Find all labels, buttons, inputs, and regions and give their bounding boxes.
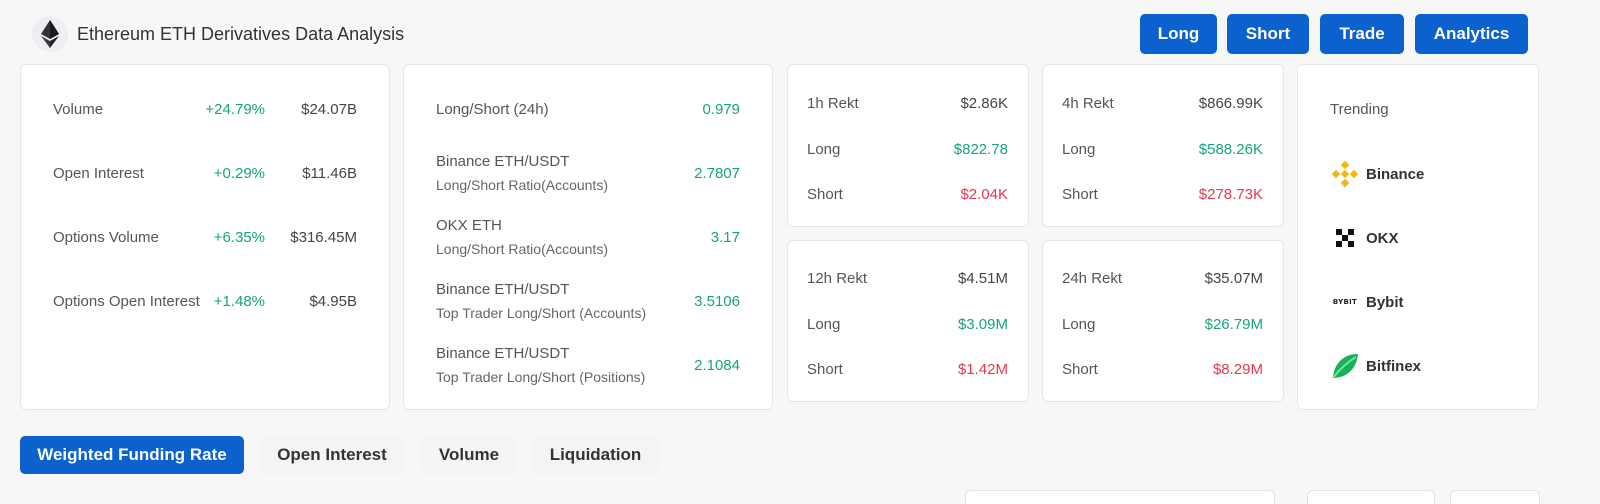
control-panel	[965, 490, 1275, 504]
bybit-icon: BYBIT	[1332, 298, 1358, 306]
page-title: Ethereum ETH Derivatives Data Analysis	[77, 24, 405, 44]
control-panel	[1307, 490, 1435, 504]
trending-title: Trending	[1330, 101, 1389, 118]
trending-item-binance[interactable]: Binance	[1330, 159, 1424, 189]
trending-item-bitfinex[interactable]: Bitfinex	[1330, 351, 1421, 381]
short-button[interactable]: Short	[1227, 14, 1309, 54]
trending-card: Trending Binance	[1297, 64, 1539, 410]
tab-open-interest[interactable]: Open Interest	[259, 436, 405, 474]
trending-item-bybit[interactable]: BYBIT Bybit	[1330, 287, 1404, 317]
tab-liquidation[interactable]: Liquidation	[532, 436, 659, 474]
trade-button[interactable]: Trade	[1320, 14, 1404, 54]
ethereum-icon	[32, 16, 68, 52]
okx-icon	[1330, 223, 1360, 253]
rekt-12h-card: 12h Rekt $4.51M Long $3.09M Short $1.42M	[787, 240, 1029, 402]
trending-item-okx[interactable]: OKX	[1330, 223, 1399, 253]
ratio-row: Binance ETH/USDT Long/Short Ratio(Accoun…	[436, 153, 740, 193]
tab-volume[interactable]: Volume	[421, 436, 517, 474]
tab-weighted-funding-rate[interactable]: Weighted Funding Rate	[20, 436, 244, 474]
binance-icon	[1330, 159, 1360, 189]
ratio-row: OKX ETH Long/Short Ratio(Accounts) 3.17	[436, 217, 740, 257]
rekt-24h-card: 24h Rekt $35.07M Long $26.79M Short $8.29M	[1042, 240, 1284, 402]
analytics-button[interactable]: Analytics	[1415, 14, 1528, 54]
market-stats-card: Volume +24.79% $24.07B Open Interest +0.…	[20, 64, 390, 410]
control-panel	[1450, 490, 1540, 504]
bitfinex-icon	[1330, 351, 1360, 381]
long-button[interactable]: Long	[1140, 14, 1217, 54]
rekt-4h-card: 4h Rekt $866.99K Long $588.26K Short $278.7…	[1042, 64, 1284, 227]
page-header: Ethereum ETH Derivatives Data Analysis	[32, 14, 1562, 58]
ratio-row: Binance ETH/USDT Top Trader Long/Short (…	[436, 281, 740, 321]
long-short-ratio-card: Long/Short (24h) 0.979 Binance ETH/USDT …	[403, 64, 773, 410]
ratio-row: Binance ETH/USDT Top Trader Long/Short (…	[436, 345, 740, 385]
rekt-1h-card: 1h Rekt $2.86K Long $822.78 Short $2.04K	[787, 64, 1029, 227]
